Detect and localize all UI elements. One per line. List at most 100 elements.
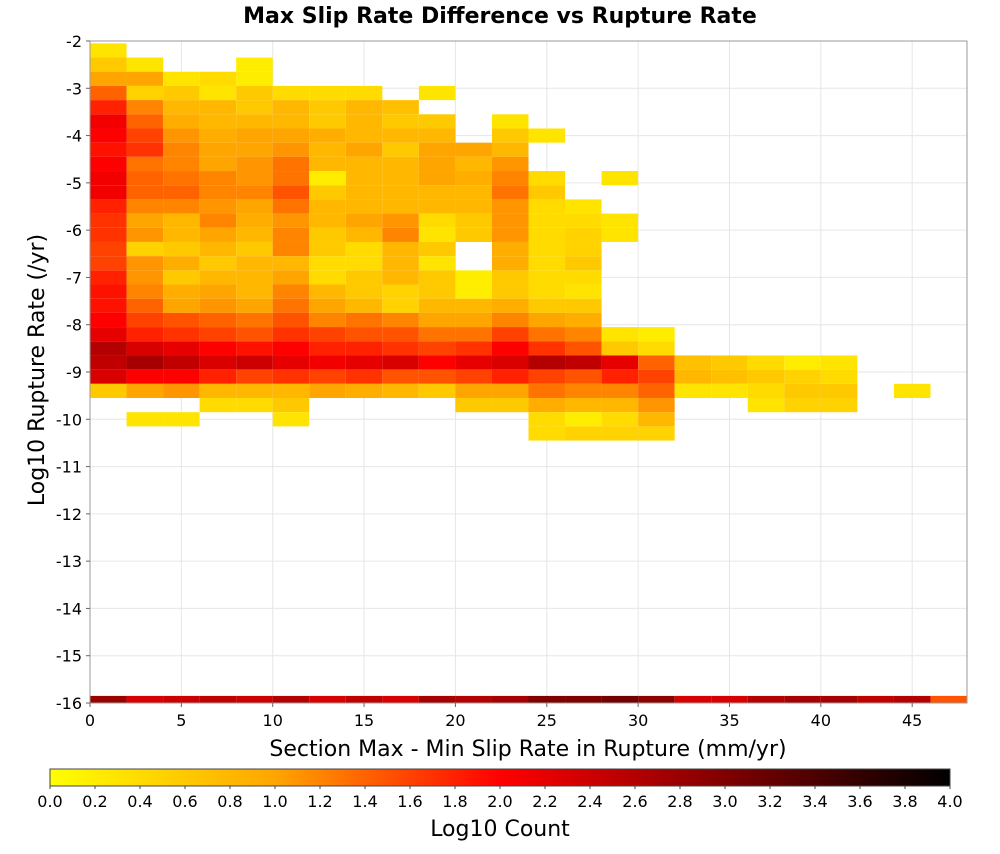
heatmap-cell	[126, 57, 164, 72]
heatmap-cell	[272, 398, 310, 413]
colorbar-tick-label: 0.4	[127, 792, 152, 811]
heatmap-cell	[90, 284, 127, 299]
heatmap-cell	[236, 199, 273, 214]
x-tick-label: 15	[354, 711, 374, 730]
heatmap-cell	[747, 355, 785, 370]
heatmap-cell	[236, 327, 273, 342]
heatmap-cell	[272, 114, 310, 129]
heatmap-cell	[382, 695, 419, 703]
heatmap-cell	[345, 270, 383, 285]
heatmap-cell	[382, 284, 419, 299]
heatmap-cell	[674, 383, 712, 399]
x-tick-label: 20	[445, 711, 465, 730]
y-tick-label: -5	[66, 174, 82, 193]
heatmap-cell	[272, 312, 310, 328]
heatmap-cell	[455, 312, 492, 328]
heatmap-cell	[418, 185, 456, 200]
colorbar-tick-label: 0.6	[172, 792, 197, 811]
heatmap-cell	[418, 369, 456, 384]
y-axis-label: Log10 Rupture Rate (/yr)	[25, 234, 50, 506]
heatmap-cell	[418, 199, 456, 214]
heatmap-cell	[272, 142, 310, 157]
heatmap-cell	[491, 284, 529, 299]
heatmap-cell	[418, 256, 456, 271]
heatmap-cell	[163, 142, 200, 157]
heatmap-cell	[272, 355, 310, 370]
heatmap-cell	[309, 312, 346, 328]
colorbar-tick-label: 0.0	[37, 792, 62, 811]
heatmap-cell	[565, 426, 602, 441]
colorbar-label: Log10 Count	[430, 817, 570, 842]
heatmap-cell	[491, 171, 529, 186]
heatmap-cell	[199, 312, 237, 328]
heatmap-cell	[382, 227, 419, 242]
heatmap-cell	[236, 341, 273, 356]
y-tick-label: -16	[56, 694, 82, 713]
heatmap-cell	[784, 383, 821, 399]
heatmap-cell	[528, 227, 566, 242]
heatmap-cell	[418, 171, 456, 186]
heatmap-cell	[272, 695, 310, 703]
heatmap-cell	[601, 171, 639, 186]
heatmap-cell	[674, 369, 712, 384]
heatmap-cell	[565, 412, 602, 427]
heatmap-cell	[455, 213, 492, 228]
heatmap-cell	[601, 695, 639, 703]
y-tick-label: -4	[66, 127, 82, 146]
heatmap-cell	[418, 383, 456, 399]
heatmap-cell	[418, 298, 456, 313]
colorbar-tick-label: 1.0	[262, 792, 287, 811]
heatmap-cell	[309, 327, 346, 342]
heatmap-cell	[565, 355, 602, 370]
heatmap-cell	[345, 327, 383, 342]
heatmap-cell	[163, 383, 200, 399]
y-tick-label: -15	[56, 647, 82, 666]
heatmap-cell	[199, 341, 237, 356]
heatmap-cell	[528, 383, 566, 399]
x-tick-label: 25	[537, 711, 557, 730]
heatmap-cell	[272, 270, 310, 285]
heatmap-cell	[126, 412, 164, 427]
heatmap-cell	[90, 227, 127, 242]
heatmap-cell	[236, 398, 273, 413]
heatmap-cell	[418, 241, 456, 257]
colorbar-tick-label: 2.8	[667, 792, 692, 811]
heatmap-cell	[126, 199, 164, 214]
heatmap-cell	[345, 100, 383, 115]
heatmap-cell	[382, 355, 419, 370]
x-axis-label: Section Max - Min Slip Rate in Rupture (…	[269, 737, 786, 762]
heatmap-cell	[272, 383, 310, 399]
heatmap-cell	[418, 270, 456, 285]
heatmap-cell	[528, 695, 566, 703]
heatmap-cell	[528, 327, 566, 342]
heatmap-cell	[345, 227, 383, 242]
heatmap-cell	[199, 227, 237, 242]
colorbar-tick-label: 3.2	[757, 792, 782, 811]
heatmap-cell	[528, 398, 566, 413]
heatmap-cell	[455, 156, 492, 172]
heatmap-cell	[309, 227, 346, 242]
heatmap-cell	[90, 199, 127, 214]
heatmap-cell	[382, 171, 419, 186]
x-tick-label: 45	[902, 711, 922, 730]
heatmap-cell	[565, 327, 602, 342]
heatmap-cell	[565, 284, 602, 299]
heatmap-cell	[345, 341, 383, 356]
colorbar-tick-label: 1.6	[397, 792, 422, 811]
heatmap-cell	[126, 114, 164, 129]
heatmap-cell	[272, 213, 310, 228]
colorbar-bar	[49, 768, 951, 787]
heatmap-cell	[163, 298, 200, 313]
heatmap-cell	[199, 270, 237, 285]
heatmap-cell	[90, 369, 127, 384]
heatmap-cell	[418, 327, 456, 342]
heatmap-cell	[345, 695, 383, 703]
heatmap-cell	[528, 355, 566, 370]
heatmap-cell	[90, 57, 127, 72]
heatmap-cell	[418, 227, 456, 242]
heatmap-cell	[491, 199, 529, 214]
heatmap-cell	[163, 412, 200, 427]
heatmap-cell	[163, 284, 200, 299]
heatmap-cell	[382, 114, 419, 129]
